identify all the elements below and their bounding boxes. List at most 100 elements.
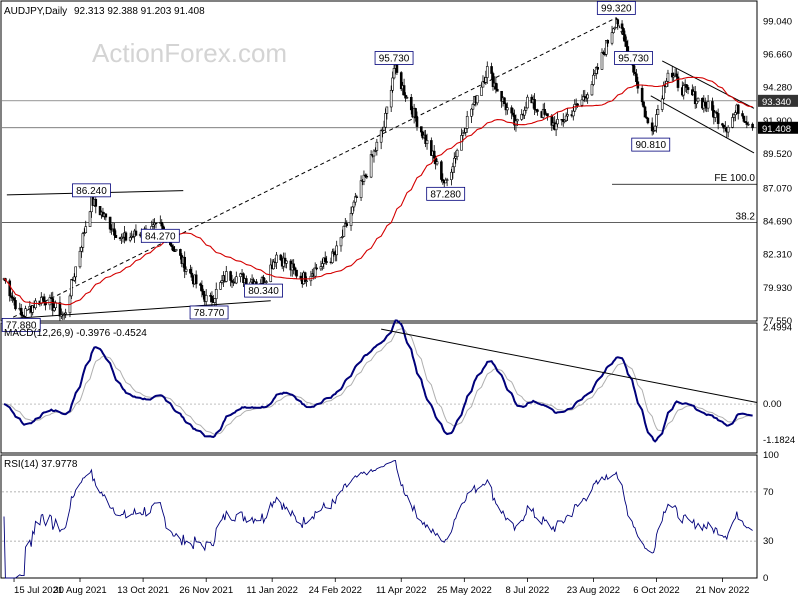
candle-body [711,101,714,111]
candle-body [255,281,258,284]
candle-body [564,115,568,121]
candle-body [670,72,674,78]
candle-body [405,97,409,99]
candle-body [385,106,389,114]
candle-body [484,77,488,83]
ohlc-label: 92.313 92.388 91.203 91.408 [74,6,205,17]
price-tag-label: 91.408 [762,124,791,135]
candle-body [9,295,13,298]
candle-body [745,122,749,125]
candle-body [275,254,278,263]
candle-body [726,126,730,133]
annotation-label: 86.240 [76,186,107,197]
candle-body [351,206,354,214]
candle-body [464,128,468,133]
price-annotation: 95.730 [614,51,653,65]
candle-body [239,273,242,278]
candle-body [465,116,469,129]
candle-body [200,285,204,292]
candle-body [722,124,726,129]
rsi-tick-label: 70 [763,487,774,498]
candle-body [391,77,394,91]
candle-body [613,26,617,30]
candle-body [685,84,688,88]
candle-body [414,108,417,118]
rsi-tick-label: 30 [763,536,774,547]
macd-signal-line [4,328,753,435]
candle-body [642,101,645,108]
candle-body [741,113,744,117]
candle-body [444,179,447,184]
candle-body [204,295,208,302]
annotation-box [140,228,180,243]
candle-body [451,166,455,173]
candle-body [44,301,47,306]
price-annotation: 87.280 [426,186,466,201]
price-title: AUDJPY,Daily 92.313 92.388 91.203 91.408 [4,6,205,17]
candle-body [430,140,433,156]
candle-body [645,116,648,119]
candle-body [554,123,558,131]
price-annotation: 77.880 [1,317,41,332]
candle-body [622,28,625,36]
candle-body [331,251,334,263]
candle-body [594,67,598,74]
candle-body [202,290,205,296]
candle-body [339,237,343,247]
fib-label: 38.2 [736,212,756,223]
candle-body [662,85,665,100]
candle-body [379,130,383,143]
price-tag: 93.340 [758,94,798,108]
candle-body [470,108,473,117]
candle-body [415,116,419,127]
candle-body [230,280,234,283]
candle-body [319,266,323,270]
macd-line [3,319,753,443]
candle-body [655,114,658,127]
candle-body [520,114,523,120]
annotation-label: 95.730 [618,54,649,65]
annotation-box [244,283,283,298]
price-annotation: 99.320 [596,1,636,15]
annotation-label: 99.320 [601,3,632,14]
candle-body [364,174,367,177]
candle-body [279,254,283,261]
annotation-label: 78.770 [194,308,225,319]
candle-body [210,295,214,303]
candle-body [51,298,55,311]
candle-body [635,73,638,83]
candle-body [600,52,604,70]
candle-body [471,104,475,110]
price-tick-label: 82.310 [763,250,792,261]
candle-body [154,222,158,224]
candle-body [392,68,396,79]
candle-body [179,249,182,256]
candle-body [170,244,174,248]
candle-body [625,41,628,47]
candle-body [592,74,595,85]
candle-body [582,96,585,101]
candle-body [60,314,63,317]
candle-body [384,113,387,128]
candle-body [610,32,614,44]
x-tick-label: 25 May 2022 [437,585,492,596]
candle-body [682,85,686,96]
candle-body [62,313,66,316]
candle-body [496,88,499,92]
candle-body [475,95,479,104]
candle-body [524,107,528,111]
macd-layer [2,319,758,443]
candle-body [349,212,353,226]
candle-body [315,267,318,270]
candle-body [623,34,627,42]
price-tag-label: 93.340 [762,97,791,108]
price-tick-label: 91.900 [763,116,792,127]
candle-body [174,249,178,252]
candle-body [81,233,85,248]
channel-line [650,95,755,154]
annotation-box [374,51,414,65]
candle-body [543,108,546,115]
candle-body [84,226,88,234]
candle-body [199,283,202,286]
candle-body [52,307,56,311]
